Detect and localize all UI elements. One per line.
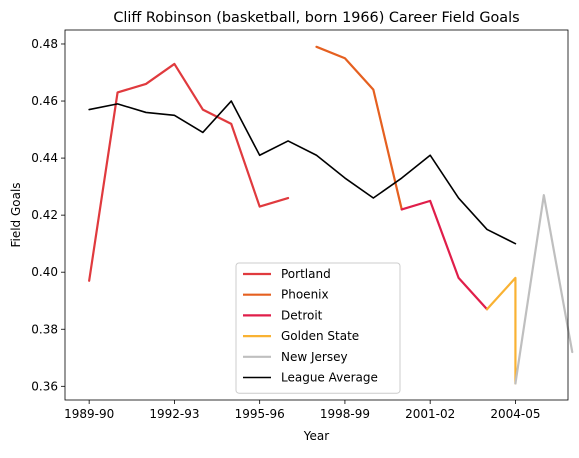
- legend-label: Phoenix: [281, 288, 329, 302]
- chart-title: Cliff Robinson (basketball, born 1966) C…: [113, 10, 519, 26]
- legend: Portland Phoenix Detroit Golden State New Je…: [235, 262, 401, 394]
- y-tick-label: 0.44: [31, 151, 58, 165]
- y-tick-label: 0.42: [31, 208, 58, 222]
- x-axis-label: Year: [303, 429, 329, 443]
- series-line-detroit: [400, 199, 489, 311]
- legend-label: Detroit: [281, 308, 323, 322]
- y-tick-label: 0.48: [31, 37, 58, 51]
- y-tick-label: 0.46: [31, 94, 58, 108]
- series-line-league-average: [88, 100, 517, 245]
- legend-label: Golden State: [281, 329, 359, 343]
- legend-label: New Jersey: [281, 350, 348, 364]
- y-axis-label: Field Goals: [9, 182, 23, 247]
- series-line-new-jersey: [514, 194, 574, 385]
- y-tick-label: 0.40: [31, 265, 58, 279]
- y-tick-label: 0.36: [31, 379, 58, 393]
- legend-frame: [235, 262, 401, 394]
- y-tick-label: 0.38: [31, 322, 58, 336]
- legend-label: League Average: [281, 371, 378, 385]
- x-tick-label: 1998-99: [320, 407, 370, 421]
- series-line-golden-state: [485, 276, 517, 385]
- legend-label: Portland: [281, 267, 331, 281]
- x-tick-label: 2004-05: [490, 407, 540, 421]
- x-tick-label: 1992-93: [149, 407, 199, 421]
- series-line-phoenix: [315, 45, 403, 211]
- x-tick-label: 1989-90: [64, 407, 114, 421]
- x-tick-label: 2001-02: [405, 407, 455, 421]
- x-tick-label: 1995-96: [235, 407, 285, 421]
- series-line-portland: [88, 62, 290, 282]
